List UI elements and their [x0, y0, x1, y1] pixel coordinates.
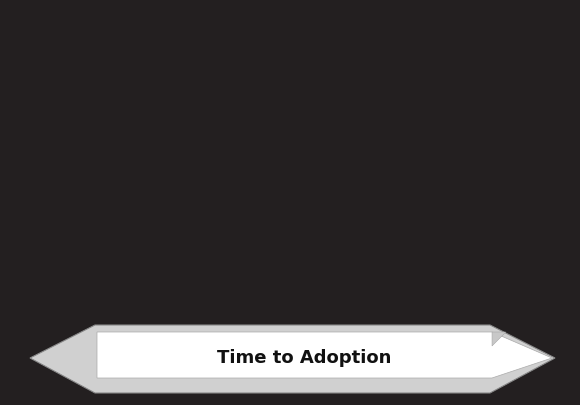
Polygon shape: [97, 332, 552, 378]
Text: Time to Adoption: Time to Adoption: [218, 349, 392, 367]
Polygon shape: [30, 325, 555, 393]
Polygon shape: [492, 332, 506, 346]
